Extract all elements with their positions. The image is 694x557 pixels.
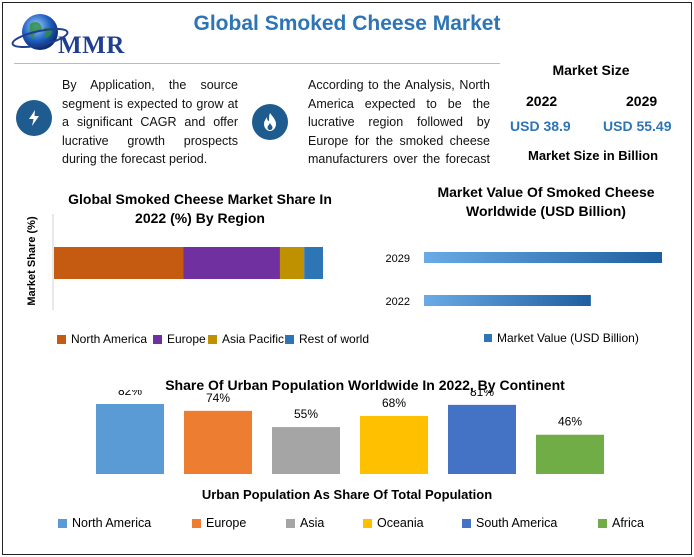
market-size-value-2022: USD 38.9 (510, 118, 571, 134)
bar-europe (184, 410, 252, 474)
info-paragraph-2: According to the Analysis, North America… (308, 78, 490, 172)
legend-label: Europe (167, 332, 206, 346)
chart-1-legend-europe: Europe (153, 332, 206, 346)
legend-label: Africa (612, 516, 644, 530)
divider (14, 63, 500, 64)
chart-1-legend-rest-of-world: Rest of world (285, 332, 369, 346)
legend-swatch (484, 334, 492, 342)
chart-1-plot (52, 214, 323, 310)
chart-2-title: Market Value Of Smoked Cheese Worldwide … (437, 184, 655, 219)
chart-3-title: Share Of Urban Population Worldwide In 2… (165, 377, 565, 393)
data-label-south-america: 81% (470, 390, 494, 399)
legend-label: Asia Pacific (222, 332, 285, 346)
market-size-year-2029: 2029 (626, 93, 658, 109)
legend-swatch (363, 518, 372, 528)
legend-swatch (462, 518, 471, 528)
legend-swatch (57, 334, 66, 344)
chart-3-legend-africa: Africa (598, 516, 644, 530)
info-paragraph-1: By Application, the source segment is ex… (62, 78, 238, 166)
bar-africa (536, 434, 604, 474)
bar-segment-rest-of-world (304, 247, 323, 279)
market-size-value-2029: USD 55.49 (603, 118, 672, 134)
logo (10, 8, 150, 66)
chart-1-title: Global Smoked Cheese Market Share In 202… (68, 191, 332, 226)
chart-3-legend-europe: Europe (192, 516, 246, 530)
globe-icon (11, 14, 69, 50)
chart-1-legend-north-america: North America (57, 332, 147, 346)
chart-3-plot: 82% 74% 55% 68% 81% 46% (96, 390, 604, 474)
legend-label: North America (72, 516, 152, 530)
legend-swatch (208, 334, 217, 344)
lightning-bolt-icon (16, 100, 52, 136)
legend-swatch (58, 518, 67, 528)
legend-swatch (285, 334, 294, 344)
market-size-year-2022: 2022 (526, 93, 558, 109)
tick-label-2022: 2022 (386, 296, 410, 308)
legend-swatch (286, 518, 295, 528)
legend-swatch (192, 518, 201, 528)
legend-label: Asia (300, 516, 325, 530)
bar-segment-europe (183, 247, 280, 279)
chart-2-plot: 2029 2022 (386, 252, 662, 308)
data-label-asia: 55% (294, 407, 318, 421)
chart-1-legend-asia-pacific: Asia Pacific (208, 332, 284, 346)
data-label-europe: 74% (206, 391, 230, 405)
flame-icon (252, 104, 288, 140)
chart-3-xlabel: Urban Population As Share Of Total Popul… (201, 487, 493, 502)
legend-label: South America (476, 516, 558, 530)
market-size-heading: Market Size (552, 62, 630, 78)
chart-1-ylabel-wrap: Market Share (%) (22, 215, 42, 315)
bar-north-america (96, 404, 164, 474)
market-size-footer: Market Size in Billion (527, 148, 659, 163)
tick-label-2029: 2029 (386, 253, 410, 265)
legend-label: Rest of world (299, 332, 370, 346)
legend-label: Market Value (USD Billion) (497, 331, 639, 345)
logo-text: MMR (58, 32, 125, 59)
legend-label: Oceania (377, 516, 424, 530)
legend-label: Europe (206, 516, 247, 530)
legend-swatch (153, 334, 162, 344)
legend-swatch (598, 518, 607, 528)
legend-label: North America (71, 332, 148, 346)
chart-1-ylabel: Market Share (%) (26, 216, 38, 306)
chart-2-legend-market-value: Market Value (USD Billion) (484, 331, 639, 345)
data-label-north-america: 82% (118, 390, 142, 398)
data-label-oceania: 68% (382, 396, 406, 410)
page-title: Global Smoked Cheese Market (193, 12, 501, 35)
bar-2022 (424, 295, 591, 306)
bar-segment-north-america (54, 247, 184, 279)
bar-south-america (448, 404, 516, 474)
bar-2029 (424, 252, 662, 263)
chart-3-legend-oceania: Oceania (363, 516, 424, 530)
bar-asia (272, 427, 340, 474)
chart-3-legend-north-america: North America (58, 516, 151, 530)
data-label-africa: 46% (558, 415, 582, 429)
bar-oceania (360, 415, 428, 474)
chart-3-legend-asia: Asia (286, 516, 324, 530)
bar-segment-asia-pacific (279, 247, 305, 279)
chart-3-legend-south-america: South America (462, 516, 557, 530)
